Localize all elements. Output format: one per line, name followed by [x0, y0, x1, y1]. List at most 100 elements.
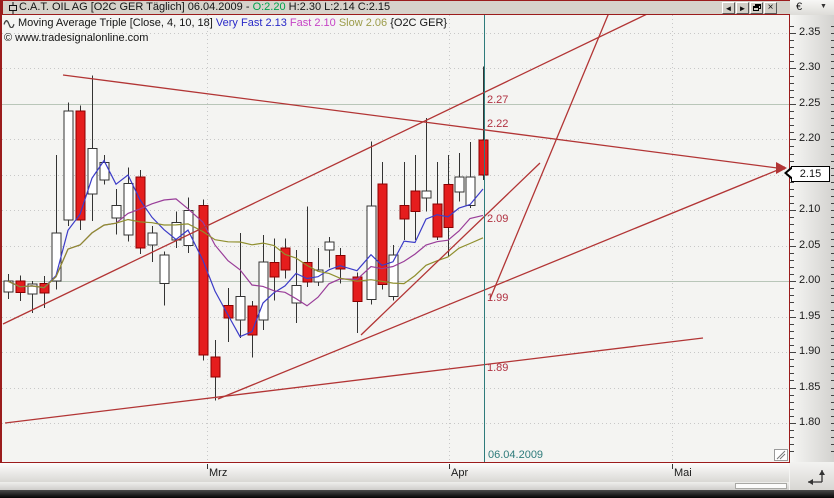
back-arrow-button[interactable]: ◄: [722, 2, 735, 14]
trend-line[interactable]: [489, 15, 613, 300]
indicator-fast-value: Fast 2.10: [289, 17, 336, 29]
price-tick: [790, 416, 794, 417]
price-axis-label: 1.90: [799, 345, 821, 357]
candle-down: [352, 276, 363, 303]
price-tick: [831, 111, 834, 112]
price-tick: [831, 253, 834, 254]
candle-down: [478, 139, 489, 176]
candle-down: [75, 110, 86, 221]
time-axis[interactable]: Mrz Apr Mai: [0, 463, 789, 482]
price-tick: [831, 267, 834, 268]
price-tick: [831, 161, 834, 162]
price-tick: [790, 139, 796, 140]
candle-up: [63, 110, 74, 221]
resize-grip[interactable]: [774, 449, 788, 461]
candle-up: [454, 176, 465, 193]
trend-line[interactable]: [360, 162, 541, 336]
chevron-down-icon[interactable]: ▼: [820, 3, 827, 10]
restore-window-button[interactable]: [750, 2, 763, 14]
price-tick: [831, 373, 834, 374]
month-tick: [449, 464, 450, 469]
indicator-wave-icon: [3, 19, 16, 32]
price-axis-label: 2.10: [799, 203, 821, 215]
price-tick: [831, 210, 834, 211]
scrollbar-thumb[interactable]: [735, 483, 787, 489]
candles: [3, 66, 489, 401]
price-tick: [831, 338, 834, 339]
price-tick: [831, 281, 834, 282]
price-tick: [831, 232, 834, 233]
trend-line[interactable]: [217, 166, 786, 400]
copyright-text: © www.tradesignalonline.com: [4, 32, 149, 44]
candle-up: [366, 205, 377, 301]
price-tick: [831, 345, 834, 346]
price-tick: [790, 111, 794, 112]
close-window-button[interactable]: ×: [764, 2, 777, 14]
price-tick: [790, 154, 794, 155]
price-tick: [790, 260, 794, 261]
price-tick: [831, 217, 834, 218]
price-axis-label: 2.25: [799, 97, 821, 109]
candle-down: [39, 282, 50, 294]
axis-scale-arrows-icon[interactable]: [800, 466, 826, 489]
price-tick: [790, 132, 794, 133]
indicator-suffix: {O2C GER}: [387, 17, 448, 29]
price-tick: [831, 54, 834, 55]
price-tick: [831, 125, 834, 126]
price-axis[interactable]: 2.35 2.30 2.25 2.20 2.15 2.10 2.05 2.00 1.95 1.90…: [790, 15, 834, 462]
price-tick: [790, 68, 796, 69]
price-tick: [790, 90, 794, 91]
candle-up: [159, 254, 170, 284]
price-tick: [831, 196, 834, 197]
currency-label: €: [796, 1, 803, 13]
title-prefix: C.A.T. OIL AG [O2C GER Täglich] 06.04.20…: [19, 1, 253, 13]
axis-corner-panel[interactable]: [790, 462, 834, 490]
price-tick: [831, 310, 834, 311]
price-tick: [790, 366, 794, 367]
price-tick: [831, 388, 834, 389]
price-tick: [790, 288, 794, 289]
candle-down: [443, 184, 454, 228]
price-tick: [790, 409, 794, 410]
price-tick: [790, 295, 794, 296]
price-tick: [831, 189, 834, 190]
titlebar[interactable]: C.A.T. OIL AG [O2C GER Täglich] 06.04.20…: [3, 1, 790, 14]
candlestick-chart[interactable]: 2.27 2.22 2.09 1.99 1.89: [2, 15, 789, 462]
month-tick: [672, 464, 673, 469]
price-tick: [790, 26, 794, 27]
title-open-value: O:2.20: [252, 1, 286, 13]
price-axis-header[interactable]: € ▼: [790, 0, 834, 15]
horizontal-scrollbar[interactable]: [0, 482, 789, 490]
trend-line[interactable]: [2, 15, 670, 325]
price-tick: [831, 402, 834, 403]
forward-arrow-button[interactable]: ►: [736, 2, 749, 14]
price-tick: [790, 430, 794, 431]
price-tick: [831, 416, 834, 417]
price-tick: [790, 97, 794, 98]
indicator-very-fast-value: Very Fast 2.13: [215, 17, 287, 29]
price-tick: [790, 232, 794, 233]
price-axis-label: 2.00: [799, 274, 821, 286]
price-axis-label: 2.35: [799, 26, 821, 38]
price-tick: [831, 324, 834, 325]
price-tick: [790, 196, 794, 197]
price-tick: [831, 288, 834, 289]
price-tick: [790, 345, 794, 346]
price-tick: [831, 61, 834, 62]
candle-down: [302, 262, 313, 283]
price-tick: [831, 139, 834, 140]
price-tick: [790, 161, 794, 162]
price-tick: [831, 274, 834, 275]
price-tick: [790, 444, 794, 445]
moving-average-line-4: [7, 159, 484, 338]
trend-line[interactable]: [4, 337, 704, 424]
price-tick: [831, 68, 834, 69]
price-tick: [831, 239, 834, 240]
price-tick: [790, 388, 796, 389]
price-tick: [790, 61, 794, 62]
price-tick: [831, 359, 834, 360]
price-tick: [831, 352, 834, 353]
price-tick: [790, 217, 794, 218]
price-tick: [831, 430, 834, 431]
candle-down: [247, 305, 258, 336]
